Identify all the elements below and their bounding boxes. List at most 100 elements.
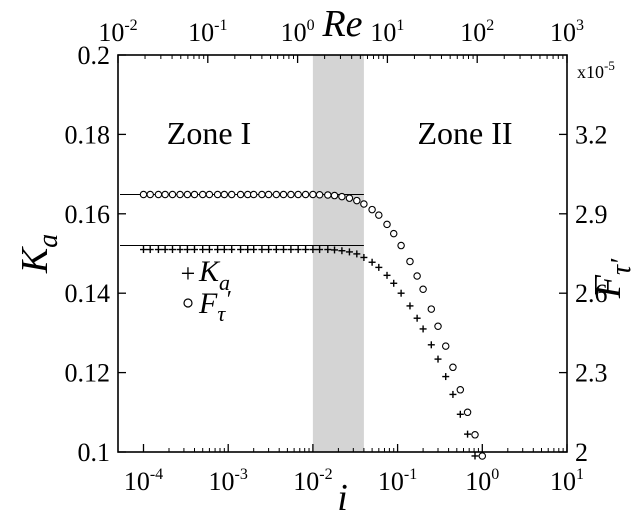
point-ka-0: [139, 246, 147, 254]
point-ka-13: [237, 246, 245, 254]
point-ftau-33: [383, 220, 391, 229]
x-tick-label-0: 10-4: [124, 466, 163, 496]
point-ftau-34: [389, 229, 398, 238]
point-ftau-30: [360, 200, 368, 208]
point-ftau-46: [478, 452, 487, 460]
point-ka-8: [199, 246, 207, 254]
point-ftau-25: [324, 191, 332, 199]
point-ftau-24: [315, 190, 324, 199]
x-tick-label-5: 101: [550, 466, 584, 496]
x-top-tick-label-3: 101: [370, 17, 404, 47]
point-ftau-0: [139, 190, 148, 199]
point-ka-25: [324, 246, 332, 254]
point-ftau-35: [397, 241, 405, 250]
point-ftau-41: [441, 342, 450, 350]
y-right-tick-label-3: 2.9: [575, 200, 608, 229]
point-ftau-15: [249, 190, 258, 199]
point-ftau-2: [154, 190, 163, 199]
x-axis-title: i: [337, 477, 348, 519]
point-ka-43: [456, 410, 464, 418]
point-ftau-9: [205, 190, 214, 199]
point-ka-24: [316, 246, 324, 254]
y-left-tick-label-2: 0.14: [65, 279, 111, 308]
point-ka-44: [464, 430, 472, 438]
point-ka-9: [205, 246, 213, 254]
point-ftau-36: [406, 257, 414, 266]
point-ftau-23: [309, 190, 317, 199]
point-ka-38: [419, 325, 427, 333]
point-ka-7: [190, 246, 198, 254]
point-ka-22: [302, 246, 310, 254]
point-ftau-31: [368, 205, 376, 214]
point-ka-39: [427, 341, 435, 349]
point-ka-31: [368, 258, 376, 266]
point-ftau-6: [183, 190, 192, 199]
point-ftau-8: [198, 190, 207, 199]
point-ka-27: [338, 247, 346, 255]
point-ka-29: [353, 250, 361, 258]
point-ka-40: [434, 355, 442, 363]
point-ka-21: [294, 246, 302, 254]
point-ftau-11: [220, 190, 229, 199]
point-ka-35: [397, 289, 405, 297]
y-left-axis-title: Ka: [14, 234, 64, 274]
y-right-tick-label-4: 3.2: [575, 120, 608, 149]
y-left-tick-label-0: 0.1: [78, 438, 111, 467]
point-ftau-44: [463, 408, 472, 417]
point-ka-36: [406, 302, 414, 310]
point-ka-12: [228, 246, 236, 254]
point-ka-14: [244, 246, 252, 254]
zone-1-label: Zone I: [167, 115, 251, 151]
point-ka-3: [161, 246, 169, 254]
y-left-tick-label-3: 0.16: [65, 200, 111, 229]
point-ftau-5: [176, 190, 184, 199]
point-ftau-20: [287, 190, 295, 199]
point-ka-42: [449, 390, 457, 398]
point-ka-5: [176, 246, 184, 254]
point-ftau-28: [345, 194, 354, 202]
point-ftau-42: [449, 363, 457, 372]
point-ftau-29: [353, 196, 361, 205]
point-ftau-22: [301, 190, 310, 199]
point-ftau-26: [330, 191, 339, 200]
point-ka-19: [280, 246, 288, 254]
legend-label-ftau: Fτ′: [198, 287, 231, 326]
point-ftau-12: [227, 190, 236, 199]
x-top-tick-label-2: 100: [281, 17, 315, 47]
x-top-axis-title: Re: [321, 3, 362, 45]
point-ftau-32: [375, 211, 383, 219]
point-ka-32: [375, 263, 383, 271]
x-top-tick-label-4: 102: [460, 17, 494, 47]
legend-label-ka: Ka: [198, 255, 230, 295]
point-ka-33: [383, 271, 391, 279]
point-ftau-13: [236, 190, 245, 199]
point-ka-30: [360, 253, 368, 261]
point-ka-18: [272, 246, 280, 254]
y-left-tick-label-5: 0.2: [78, 41, 111, 70]
point-ftau-10: [213, 190, 222, 199]
legend-symbol-ftau: [183, 298, 193, 308]
y-left-tick-label-4: 0.18: [65, 120, 111, 149]
point-ftau-40: [434, 322, 442, 331]
point-ka-41: [442, 373, 450, 381]
point-ftau-17: [264, 190, 273, 199]
point-ka-45: [471, 452, 479, 460]
y-left-tick-label-1: 0.12: [65, 359, 111, 388]
point-ftau-18: [272, 190, 281, 199]
point-ftau-21: [294, 190, 302, 199]
point-ka-1: [146, 246, 154, 254]
x-tick-label-1: 10-3: [209, 466, 248, 496]
point-ka-15: [250, 246, 258, 254]
point-ka-37: [413, 314, 421, 322]
y-right-tick-label-1: 2.3: [575, 359, 608, 388]
y-right-tick-label-2: 2.6: [575, 279, 608, 308]
x-tick-label-2: 10-2: [293, 466, 332, 496]
point-ka-20: [287, 246, 295, 254]
y-right-axis-title: Fτ′: [587, 258, 637, 299]
y-right-tick-label-0: 2: [575, 438, 588, 467]
point-ka-6: [183, 246, 191, 254]
point-ka-4: [169, 246, 177, 254]
point-ka-28: [345, 248, 353, 256]
